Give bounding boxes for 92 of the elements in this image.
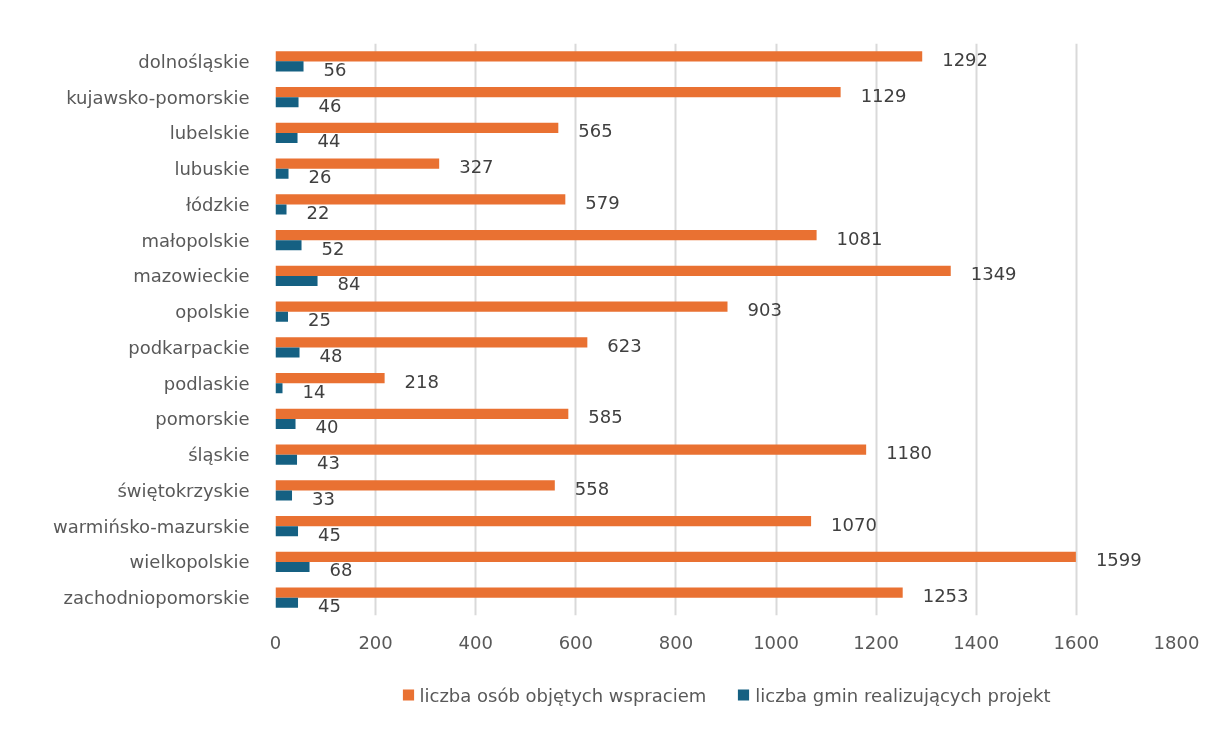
data-label: 25 [308, 309, 331, 331]
x-tick-label: 1000 [753, 631, 799, 653]
x-tick-label: 1400 [953, 631, 1000, 653]
data-label: 44 [317, 130, 341, 152]
y-tick-label: opolskie [175, 301, 250, 323]
bar [275, 311, 289, 322]
bar [275, 132, 298, 143]
bar [275, 275, 318, 286]
y-tick-label: wielkopolskie [129, 551, 250, 573]
bar [275, 240, 302, 251]
bar [275, 265, 951, 276]
y-tick-label: mazowieckie [133, 265, 250, 287]
bar [275, 204, 287, 215]
bar [275, 418, 296, 429]
x-tick-label: 400 [458, 631, 493, 653]
y-tick-label: podlaskie [163, 372, 250, 394]
bar [275, 597, 299, 608]
data-label: 218 [404, 370, 439, 392]
bar [275, 383, 283, 394]
bar [275, 97, 299, 108]
y-tick-label: podkarpackie [128, 336, 250, 358]
y-tick-label: lubelskie [169, 122, 250, 144]
y-tick-label: małopolskie [141, 229, 250, 251]
bar [275, 158, 440, 169]
data-label: 45 [318, 523, 341, 545]
bar [275, 408, 569, 419]
y-tick-label: dolnośląskie [138, 50, 250, 72]
data-label: 43 [317, 452, 340, 474]
bar [275, 444, 867, 455]
data-label: 558 [574, 477, 610, 499]
x-tick-label: 0 [269, 631, 282, 653]
y-tick-label: kujawsko-pomorskie [66, 86, 250, 108]
y-tick-label: pomorskie [155, 408, 250, 430]
data-label: 1292 [942, 48, 989, 70]
data-label: 1253 [922, 585, 969, 607]
data-label: 1129 [860, 84, 907, 106]
data-label: 623 [607, 334, 642, 356]
data-label: 22 [306, 201, 330, 223]
x-tick-label: 600 [558, 631, 594, 653]
legend-label: liczba gmin realizujących projekt [755, 684, 1051, 705]
bar [275, 194, 566, 205]
x-tick-label: 1800 [1153, 631, 1200, 653]
y-tick-label: zachodniopomorskie [63, 587, 250, 609]
data-label: 14 [302, 380, 326, 402]
data-label: 1081 [836, 227, 883, 249]
data-label: 33 [312, 487, 335, 509]
y-tick-label: świętokrzyskie [117, 479, 250, 501]
legend-label: liczba osób objętych wspraciem [419, 684, 707, 705]
y-tick-label: łódzkie [186, 193, 250, 215]
bar [275, 230, 817, 241]
x-tick-label: 1200 [853, 631, 900, 653]
data-label: 84 [337, 273, 361, 295]
data-label: 56 [323, 58, 347, 80]
bar [275, 561, 310, 572]
bar [275, 87, 841, 98]
bar [275, 61, 304, 72]
data-label: 68 [329, 559, 353, 581]
x-tick-label: 1600 [1053, 631, 1100, 653]
bar [275, 301, 728, 312]
bar [275, 490, 293, 501]
bar [275, 51, 923, 62]
bar [275, 122, 559, 133]
data-label: 1070 [831, 513, 877, 535]
data-label: 48 [319, 344, 343, 366]
data-label: 327 [459, 156, 494, 178]
data-label: 1599 [1095, 549, 1142, 571]
y-tick-label: śląskie [188, 444, 250, 466]
bar [275, 526, 299, 537]
bar [275, 516, 812, 527]
y-tick-label: warmińsko-mazurskie [53, 515, 250, 537]
data-label: 1349 [970, 263, 1017, 285]
data-label: 579 [585, 191, 620, 213]
data-label: 46 [318, 94, 342, 116]
bar [275, 337, 588, 348]
x-tick-label: 200 [358, 631, 393, 653]
data-label: 565 [578, 120, 613, 142]
y-tick-label: lubuskie [174, 158, 250, 180]
bar [275, 347, 300, 358]
bar [275, 480, 555, 491]
data-label: 585 [588, 406, 623, 428]
bar [275, 373, 385, 384]
x-tick-label: 800 [658, 631, 694, 653]
data-label: 52 [321, 237, 345, 259]
data-label: 26 [308, 166, 332, 188]
data-label: 903 [747, 299, 782, 321]
bar [275, 587, 903, 598]
bar [275, 168, 289, 179]
bar [275, 454, 298, 465]
data-label: 45 [318, 595, 341, 617]
data-label: 40 [315, 416, 339, 438]
data-label: 1180 [886, 442, 932, 464]
bar [275, 551, 1076, 562]
